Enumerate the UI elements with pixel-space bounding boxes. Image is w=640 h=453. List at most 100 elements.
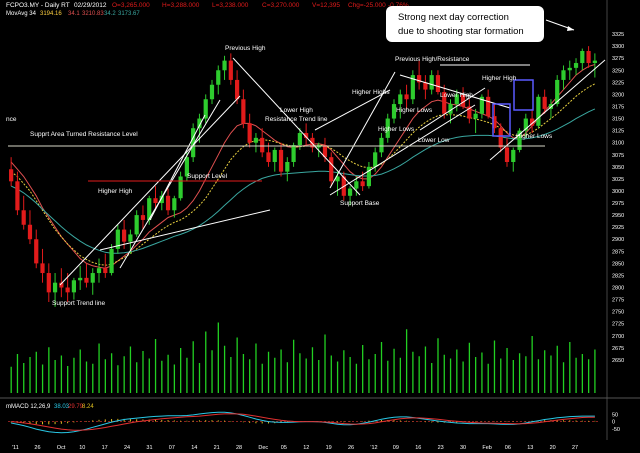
label-nce: nce — [6, 116, 17, 123]
macd-tick-label: 50 — [612, 412, 618, 418]
date-tick-label: 21 — [214, 445, 220, 451]
candle-body — [90, 273, 95, 283]
macd-value-3: 8.24 — [82, 404, 94, 410]
candle-body — [435, 75, 441, 92]
candle-body — [448, 104, 453, 114]
volume-bar — [242, 354, 245, 393]
candle-body — [103, 268, 108, 274]
volume-bar — [512, 360, 514, 393]
volume-bar — [405, 329, 408, 393]
macd-title: mMACD 12,26,9 — [6, 404, 51, 410]
date-tick-label: 14 — [191, 445, 197, 451]
candle-body — [78, 277, 83, 281]
trend-line-7 — [329, 104, 476, 196]
price-tick-label: 3300 — [612, 44, 624, 50]
candle-body — [404, 94, 409, 100]
date-tick-label: 12 — [303, 445, 309, 451]
candle-body — [391, 104, 397, 119]
volume-bar — [562, 362, 565, 393]
date-tick-label: 16 — [415, 445, 421, 451]
low-label: L=3,238.000 — [212, 2, 249, 9]
date-label: 02/29/2012 — [74, 2, 107, 9]
price-tick-label: 2700 — [612, 334, 624, 340]
candle-body — [9, 169, 14, 182]
date-tick-label: 20 — [550, 445, 556, 451]
volume-bar — [180, 348, 182, 393]
volume-bar — [349, 357, 351, 393]
label-lower-high-right: Lower High — [440, 92, 473, 99]
candle-body — [34, 239, 39, 264]
volume-bar — [500, 358, 502, 393]
volume-bar — [274, 357, 276, 393]
volume-bar — [205, 331, 207, 393]
volume-bar — [299, 353, 301, 393]
macd-series-line — [11, 411, 595, 434]
label-support-base: Support Base — [340, 200, 380, 207]
candle-body — [27, 224, 33, 240]
candle-body — [373, 152, 378, 167]
volume-bar — [136, 362, 138, 393]
candle-body — [385, 118, 390, 138]
macd-tick-label: 0 — [612, 420, 615, 426]
candle-body — [410, 75, 415, 100]
candle-body — [586, 50, 591, 64]
candle-body — [429, 75, 434, 90]
volume-bar — [79, 349, 81, 393]
candle-body — [486, 96, 491, 117]
candle-body — [266, 152, 271, 162]
support-trend-line — [59, 95, 241, 286]
volume-bar — [92, 363, 94, 393]
candle-body — [379, 137, 384, 153]
volume-bar — [286, 362, 289, 393]
volume-bar — [506, 348, 508, 393]
date-tick-label: 19 — [326, 445, 332, 451]
candle-body — [260, 137, 265, 153]
price-tick-label: 2950 — [612, 213, 624, 219]
candle-body — [517, 130, 522, 150]
candle-body — [523, 118, 528, 131]
trend-line-5 — [314, 89, 391, 131]
label-higher-high-right: Higher High — [482, 75, 517, 82]
volume-bar — [249, 359, 251, 393]
candle-body — [209, 84, 215, 100]
candle-body — [46, 273, 51, 293]
macd-value-2: 29.79 — [68, 404, 84, 410]
price-tick-label: 3100 — [612, 141, 624, 147]
callout-line-1: Strong next day correction — [398, 12, 509, 23]
price-tick-label: 2875 — [612, 249, 624, 255]
candle-body — [228, 60, 233, 80]
highlight-box-2 — [513, 79, 534, 111]
date-tick-label: 24 — [124, 445, 130, 451]
volume-bar — [336, 361, 339, 393]
candle-body — [191, 128, 196, 158]
candle-body — [184, 157, 189, 177]
date-axis-ticks: '11 26 Oct 10 17 24 31 07 14 21 28 Dec 05 12 19 26 '12 09… — [12, 445, 578, 451]
price-tick-label: 2650 — [612, 358, 624, 364]
volume-bar — [594, 349, 596, 393]
candle-body — [347, 188, 353, 196]
ma-title: MovAvg 34 — [6, 11, 37, 17]
price-tick-label: 3025 — [612, 177, 624, 183]
volume-bar — [355, 363, 358, 393]
price-tick-label: 3125 — [612, 129, 624, 135]
symbol-label: FCPO3.MY - Daily RT — [6, 2, 70, 9]
volume-bar — [10, 366, 12, 393]
volume-bar — [581, 354, 584, 393]
label-support-area-resistance: Supprt Area Turned Resistance Level — [30, 131, 138, 138]
price-tick-label: 2800 — [612, 286, 624, 292]
volume-bar — [468, 342, 471, 393]
candle-body — [498, 128, 503, 148]
candle-body — [165, 195, 171, 211]
volume-label: V=12,395 — [312, 2, 340, 9]
candle-body — [555, 79, 560, 105]
change-label: Chg=-25.000 — [348, 2, 386, 9]
volume-bar — [462, 361, 464, 393]
price-tick-label: 3075 — [612, 153, 624, 159]
candle-body — [40, 263, 45, 274]
volume-bar — [443, 354, 445, 393]
volume-bar — [437, 338, 439, 393]
candle-body — [153, 198, 158, 204]
date-tick-label: Oct — [57, 445, 66, 451]
volume-bar — [29, 357, 31, 393]
volume-bar — [211, 350, 213, 393]
